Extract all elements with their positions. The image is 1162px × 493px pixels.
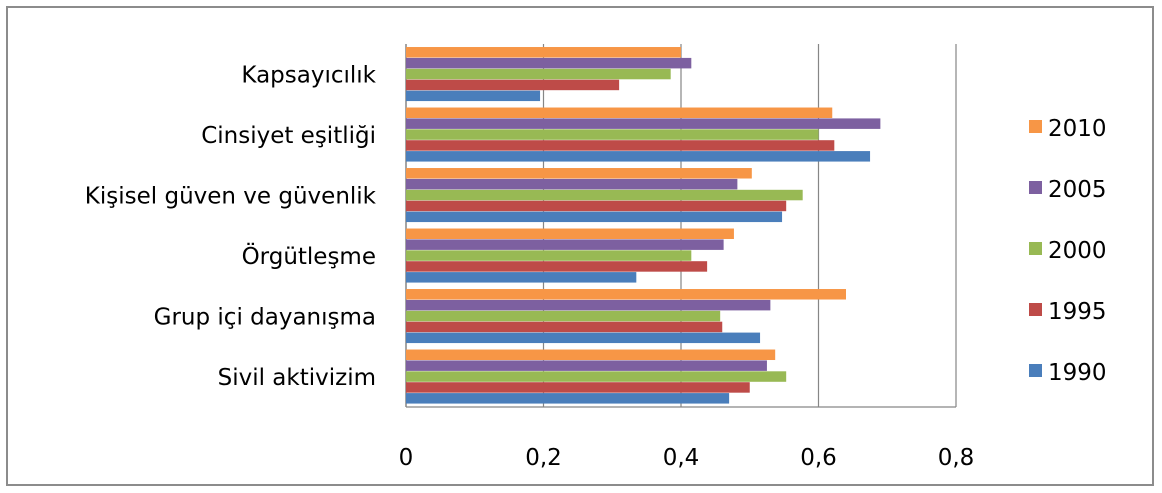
bar — [406, 310, 721, 322]
category-label: Kapsayıcılık — [241, 62, 376, 88]
x-tick-label: 0,4 — [663, 445, 700, 471]
category-label: Sivil aktivizim — [218, 365, 376, 391]
bar — [406, 239, 724, 250]
bar — [406, 382, 750, 393]
bar — [406, 332, 761, 344]
bar — [406, 261, 708, 272]
bar — [406, 140, 835, 151]
bar — [406, 200, 787, 212]
bar — [406, 90, 541, 102]
bar — [406, 79, 620, 91]
bar — [406, 371, 787, 382]
x-tick-label: 0,6 — [800, 445, 837, 471]
legend-label: 1990 — [1048, 360, 1107, 386]
bar — [406, 168, 752, 179]
bar — [406, 151, 871, 162]
bar — [406, 250, 692, 261]
bar — [406, 129, 819, 140]
bar — [406, 360, 767, 371]
bar — [406, 47, 681, 58]
legend-swatch — [1029, 120, 1042, 133]
bar — [406, 349, 776, 361]
legend-swatch — [1029, 364, 1042, 377]
bar — [406, 189, 803, 201]
category-label: Kişisel güven ve güvenlik — [85, 183, 377, 209]
category-label: Örgütleşme — [242, 242, 376, 270]
bar — [406, 118, 881, 129]
bar — [406, 299, 771, 311]
bar — [406, 289, 846, 300]
legend-swatch — [1029, 303, 1042, 316]
legend-swatch — [1029, 242, 1042, 255]
legend-swatch — [1029, 181, 1042, 194]
legend-label: 1995 — [1048, 299, 1107, 325]
legend-label: 2005 — [1048, 177, 1107, 203]
category-label: Grup içi dayanışma — [154, 304, 376, 330]
bar — [406, 107, 833, 119]
bar — [406, 228, 734, 240]
legend-label: 2000 — [1048, 238, 1107, 264]
bar — [406, 178, 738, 190]
bar — [406, 57, 692, 69]
bar — [406, 272, 637, 283]
bar — [406, 68, 671, 80]
bar — [406, 393, 730, 404]
x-tick-label: 0 — [399, 445, 414, 471]
x-tick-label: 0,8 — [938, 445, 975, 471]
legend-label: 2010 — [1048, 116, 1107, 142]
bar — [406, 321, 723, 333]
bar — [406, 211, 783, 223]
category-label: Cinsiyet eşitliği — [201, 123, 376, 149]
x-tick-label: 0,2 — [525, 445, 562, 471]
